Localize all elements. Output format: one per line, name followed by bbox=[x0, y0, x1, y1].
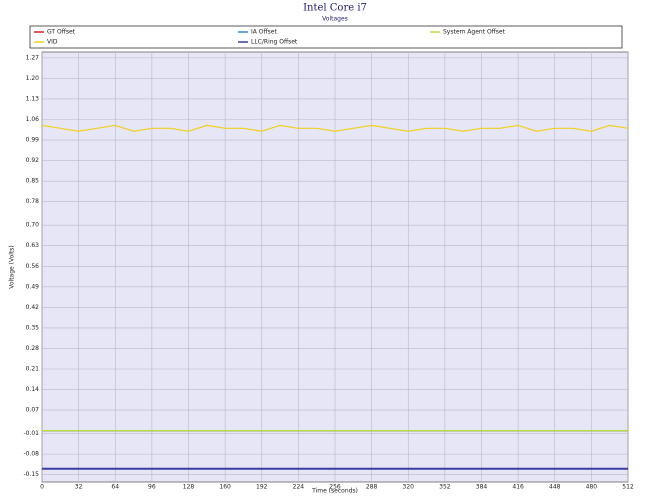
x-tick-label: 384 bbox=[476, 484, 488, 491]
x-axis-label: Time (seconds) bbox=[311, 488, 358, 495]
y-tick-label: 1.27 bbox=[26, 54, 40, 61]
x-tick-label: 480 bbox=[586, 484, 598, 491]
y-tick-label: -0.15 bbox=[23, 471, 39, 478]
y-tick-label: 0.49 bbox=[26, 283, 40, 290]
y-axis-label: Voltage (Volts) bbox=[9, 245, 16, 289]
y-tick-label: 0.70 bbox=[26, 222, 40, 229]
x-tick-label: 64 bbox=[111, 484, 119, 491]
y-tick-label: 1.13 bbox=[26, 95, 40, 102]
y-tick-label: -0.08 bbox=[23, 451, 39, 458]
legend-label: LLC/Ring Offset bbox=[251, 39, 298, 46]
y-tick-label: 0.28 bbox=[26, 345, 40, 352]
y-tick-label: 0.14 bbox=[26, 386, 40, 393]
x-tick-label: 128 bbox=[183, 484, 195, 491]
y-tick-label: 0.21 bbox=[26, 365, 40, 372]
y-tick-label: 0.42 bbox=[26, 304, 40, 311]
x-tick-label: 288 bbox=[366, 484, 378, 491]
y-tick-label: 0.78 bbox=[26, 198, 40, 205]
x-tick-label: 96 bbox=[148, 484, 156, 491]
y-tick-label: 0.99 bbox=[26, 137, 40, 144]
x-tick-label: 448 bbox=[549, 484, 561, 491]
series-line bbox=[41, 124, 629, 132]
x-tick-label: 256 bbox=[329, 484, 341, 491]
legend-box bbox=[29, 25, 623, 49]
y-tick-label: 0.07 bbox=[26, 407, 40, 414]
y-tick-label: 1.20 bbox=[26, 75, 40, 82]
chart-title: Intel Core i7 bbox=[303, 3, 367, 14]
legend-label: IA Offset bbox=[251, 29, 277, 36]
x-tick-label: 512 bbox=[622, 484, 634, 491]
y-tick-label: 0.35 bbox=[26, 324, 40, 331]
legend-label: VID bbox=[47, 39, 58, 46]
x-tick-label: 160 bbox=[219, 484, 231, 491]
y-tick-label: 0.92 bbox=[26, 157, 40, 164]
y-tick-label: 0.85 bbox=[26, 178, 40, 185]
x-tick-label: 352 bbox=[439, 484, 451, 491]
x-tick-label: 0 bbox=[40, 484, 44, 491]
y-tick-label: 1.06 bbox=[26, 116, 40, 123]
x-tick-label: 224 bbox=[293, 484, 305, 491]
y-tick-label: 0.56 bbox=[26, 263, 40, 270]
y-tick-label: 0.63 bbox=[26, 242, 40, 249]
y-tick-label: -0.01 bbox=[23, 430, 39, 437]
x-tick-label: 416 bbox=[512, 484, 524, 491]
x-tick-label: 192 bbox=[256, 484, 268, 491]
x-tick-label: 32 bbox=[75, 484, 83, 491]
chart-subtitle: Voltages bbox=[322, 16, 348, 23]
x-tick-label: 320 bbox=[403, 484, 415, 491]
legend-label: System Agent Offset bbox=[443, 29, 506, 36]
legend-label: GT Offset bbox=[47, 29, 76, 36]
